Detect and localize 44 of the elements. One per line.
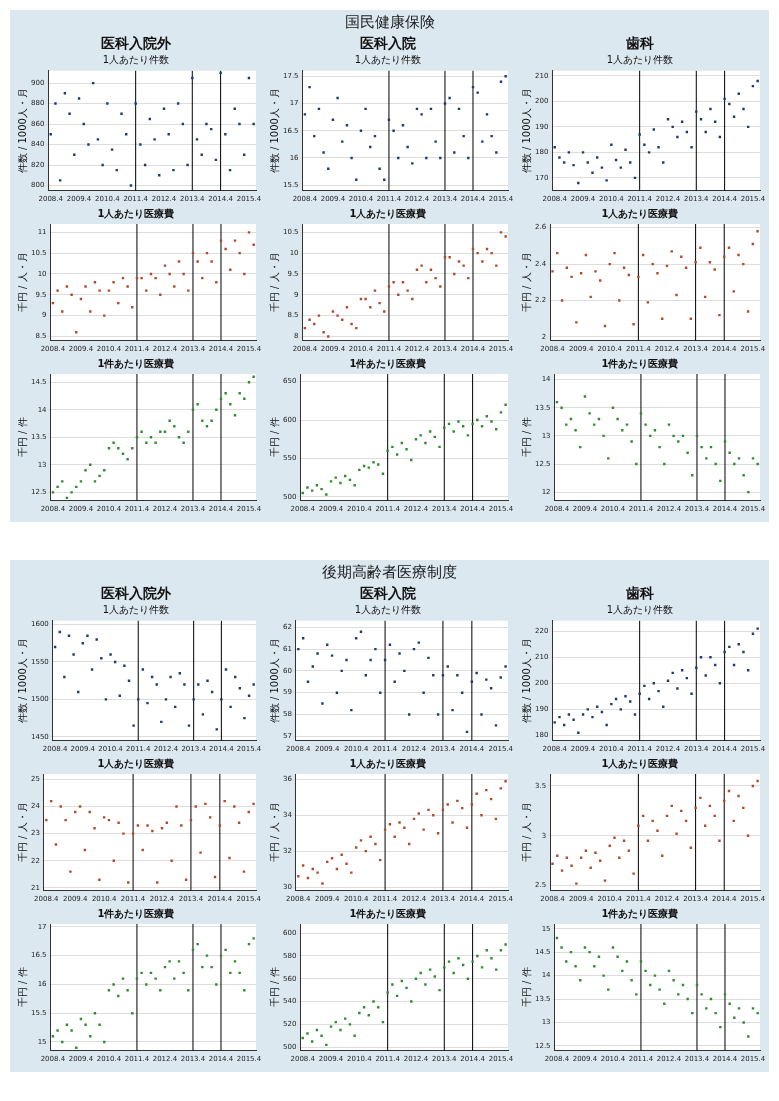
- chart-subtitle: 1人あたり件数: [354, 604, 422, 616]
- y-axis-title: 千円 / 件: [520, 967, 532, 1008]
- y-axis-title: 件数 / 1000人・月: [16, 638, 28, 724]
- y-axis-title: 千円 / 人・月: [520, 802, 532, 863]
- y-axis-title: 千円 / 件: [520, 417, 532, 458]
- y-axis-title: 件数 / 1000人・月: [520, 88, 532, 174]
- chart-subtitle: 1人あたり件数: [606, 54, 674, 66]
- text: 後期高齢者医療制度: [321, 563, 458, 582]
- chart-title: 1件あたり医療費: [601, 907, 679, 919]
- y-axis-title: 千円 / 人・月: [520, 252, 532, 313]
- chart-subtitle: 1人あたり件数: [102, 54, 170, 66]
- y-axis-title: 件数 / 1000人・月: [268, 88, 280, 174]
- chart-title: 1人あたり医療費: [349, 207, 427, 219]
- y-axis-title: 件数 / 1000人・月: [520, 638, 532, 724]
- y-axis-title: 千円 / 件: [16, 967, 28, 1008]
- chart-title: 歯科: [625, 585, 654, 602]
- y-axis-title: 千円 / 人・月: [16, 252, 28, 313]
- y-axis-title: 千円 / 人・月: [268, 802, 280, 863]
- chart-title: 1人あたり医療費: [601, 207, 679, 219]
- y-axis-title: 件数 / 1000人・月: [16, 88, 28, 174]
- y-axis-title: 千円 / 件: [268, 417, 280, 458]
- chart-title: 1人あたり医療費: [349, 757, 427, 769]
- y-axis-title: 千円 / 件: [16, 417, 28, 458]
- chart-title: 1人あたり医療費: [601, 757, 679, 769]
- chart-title: 医科入院: [360, 585, 416, 602]
- chart-title: 1件あたり医療費: [97, 907, 175, 919]
- chart-title: 1人あたり医療費: [97, 207, 175, 219]
- chart-title: 歯科: [625, 35, 654, 52]
- chart-title: 医科入院外: [101, 585, 172, 602]
- y-axis-title: 千円 / 人・月: [268, 252, 280, 313]
- chart-subtitle: 1人あたり件数: [354, 54, 422, 66]
- y-axis-title: 千円 / 件: [268, 967, 280, 1008]
- chart-title: 1件あたり医療費: [349, 357, 427, 369]
- chart-title: 1件あたり医療費: [97, 357, 175, 369]
- y-axis-title: 千円 / 人・月: [16, 802, 28, 863]
- text: 国民健康保険: [343, 13, 436, 32]
- chart-subtitle: 1人あたり件数: [102, 604, 170, 616]
- chart-title: 医科入院: [360, 35, 416, 52]
- chart-title: 1件あたり医療費: [349, 907, 427, 919]
- chart-title: 医科入院外: [101, 35, 172, 52]
- chart-title: 1人あたり医療費: [97, 757, 175, 769]
- chart-title: 1件あたり医療費: [601, 357, 679, 369]
- chart-subtitle: 1人あたり件数: [606, 604, 674, 616]
- y-axis-title: 件数 / 1000人・月: [268, 638, 280, 724]
